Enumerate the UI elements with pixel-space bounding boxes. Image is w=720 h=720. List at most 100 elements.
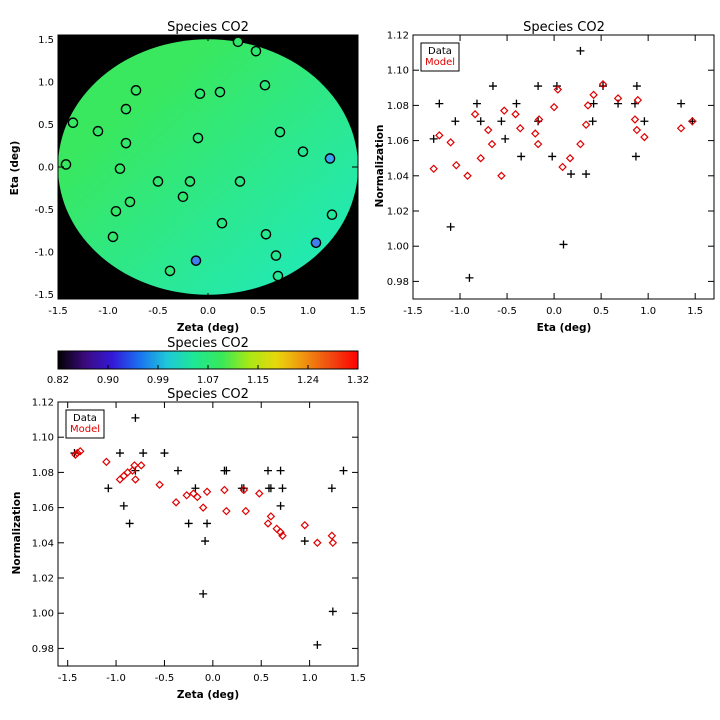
- zeta-y-tick-label: 1.12: [32, 398, 54, 409]
- zeta-model-marker: [73, 448, 82, 458]
- map-data-point: [177, 191, 189, 203]
- map-data-point: [192, 132, 204, 144]
- eta-xlabel: Eta (deg): [537, 322, 592, 334]
- map-data-point: [270, 250, 282, 261]
- zeta-data-marker: [276, 466, 285, 475]
- eta-y-tick-label: 1.06: [387, 136, 409, 147]
- eta-model-marker: [470, 109, 480, 119]
- eta-model-marker: [463, 171, 472, 181]
- eta-data-marker: [567, 170, 576, 179]
- map-data-point: [274, 126, 286, 138]
- eta-model-marker: [452, 160, 461, 170]
- eta-model-marker: [487, 139, 497, 149]
- eta-y-tick-label: 1.10: [387, 66, 409, 77]
- colorbar-tick-label: 0.90: [97, 375, 119, 386]
- map-data-point: [92, 125, 104, 137]
- zeta-model-marker: [131, 475, 140, 484]
- zeta-xlabel: Zeta (deg): [177, 689, 239, 701]
- map-data-point: [324, 153, 336, 164]
- map-panel: Species CO2 -1.5 -1.0 -0.5 0.0 0.5 1.0 1.5 -1.5…: [9, 20, 366, 334]
- eta-y-tick-label: 1.08: [387, 101, 409, 112]
- zeta-y-tick-label: 1.08: [32, 468, 54, 479]
- map-ylabel: Eta (deg): [9, 141, 21, 196]
- zeta-data-marker: [276, 501, 285, 510]
- zeta-model-marker: [155, 480, 164, 489]
- map-x-tick-label: 0.5: [250, 306, 266, 317]
- map-data-point: [124, 196, 136, 208]
- eta-data-marker: [552, 82, 561, 91]
- zeta-data-marker: [278, 484, 287, 493]
- zeta-x-tick-label: -0.5: [155, 673, 175, 684]
- eta-data-marker: [435, 99, 444, 108]
- zeta-plot-area: [58, 402, 358, 666]
- zeta-data-marker: [264, 466, 272, 475]
- zeta-data-marker: [115, 449, 124, 458]
- map-data-point: [184, 176, 196, 187]
- zeta-model-marker: [182, 491, 191, 500]
- map-x-tick-label: 1.5: [350, 306, 366, 317]
- zeta-model-marker: [327, 531, 337, 541]
- zeta-model-marker: [239, 485, 249, 495]
- eta-model-marker: [598, 80, 608, 89]
- eta-model-marker: [640, 132, 649, 142]
- eta-data-marker: [472, 99, 481, 108]
- zeta-x-tick-label: 0.5: [253, 673, 269, 684]
- eta-x-tick-label: -1.5: [403, 306, 423, 317]
- zeta-x-tick-label: 0.0: [205, 673, 221, 684]
- map-data-point: [310, 237, 322, 249]
- eta-data-marker: [429, 134, 438, 143]
- zeta-data-marker: [139, 449, 148, 458]
- zeta-x-tick-label: 1.5: [350, 673, 366, 684]
- eta-panel: Species CO2 -1.5 -1.0 -0.5 0.0 0.5 1.0 1.5 0.98…: [374, 20, 715, 334]
- map-x-tick-label: 1.0: [300, 306, 316, 317]
- zeta-data-marker: [199, 589, 208, 598]
- eta-model-marker: [688, 116, 697, 126]
- eta-x-tick-label: -1.0: [450, 306, 470, 317]
- eta-model-marker: [581, 120, 591, 130]
- zeta-model-marker: [198, 503, 208, 512]
- map-data-point: [250, 45, 262, 57]
- eta-model-marker: [676, 124, 686, 133]
- eta-data-marker: [559, 240, 568, 249]
- eta-model-marker: [583, 101, 593, 110]
- eta-y-tick-label: 1.00: [387, 242, 409, 253]
- zeta-model-marker: [193, 492, 202, 502]
- zeta-data-marker: [203, 519, 212, 528]
- eta-data-marker: [534, 82, 543, 91]
- map-data-point: [326, 209, 338, 220]
- map-data-point: [120, 103, 132, 115]
- eta-model-marker: [497, 171, 506, 181]
- colorbar-panel: Species CO2 0.82 0.90 0.99 1.07 1.15 1.24 1.32: [47, 336, 369, 386]
- eta-model-marker: [633, 95, 643, 105]
- eta-model-marker: [632, 125, 642, 135]
- eta-x-tick-label: 1.0: [640, 306, 656, 317]
- map-y-tick-label: 0.5: [38, 120, 54, 131]
- colorbar-tick-label: 1.32: [347, 375, 369, 386]
- map-data-point: [67, 117, 79, 129]
- zeta-model-marker: [76, 447, 85, 456]
- eta-plot-area: [413, 35, 714, 299]
- zeta-data-marker: [313, 640, 322, 649]
- eta-title: Species CO2: [523, 20, 605, 35]
- zeta-data-marker: [300, 537, 309, 546]
- eta-legend-box: [420, 42, 460, 72]
- map-y-tick-label: 1.0: [38, 77, 54, 88]
- zeta-y-tick-label: 1.10: [32, 433, 54, 444]
- colorbar-tick-label: 1.15: [247, 375, 269, 386]
- zeta-model-marker: [276, 527, 285, 537]
- zeta-plot-frame: [57, 401, 359, 667]
- eta-plot-frame: [412, 34, 715, 300]
- zeta-x-tick-label: 1.0: [302, 673, 318, 684]
- colorbar-tick-label: 1.24: [297, 375, 319, 386]
- eta-data-marker: [599, 82, 608, 91]
- zeta-data-marker: [125, 519, 134, 528]
- zeta-model-marker: [128, 466, 137, 475]
- eta-x-tick-label: 0.0: [546, 306, 562, 317]
- map-y-tick-label: -1.0: [34, 248, 54, 259]
- zeta-data-marker: [328, 607, 337, 616]
- eta-model-marker: [613, 94, 623, 103]
- zeta-data-marker: [222, 466, 231, 475]
- map-data-point: [120, 137, 132, 149]
- eta-ylabel: Normalization: [374, 125, 386, 208]
